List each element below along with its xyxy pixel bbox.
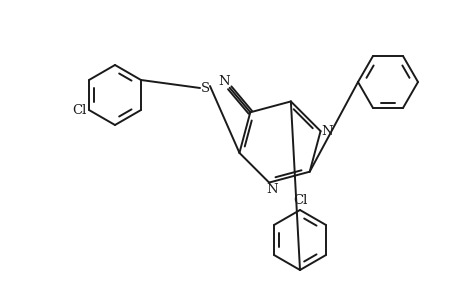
Text: N: N [218, 75, 230, 88]
Text: S: S [200, 82, 209, 94]
Text: Cl: Cl [72, 103, 86, 116]
Text: Cl: Cl [292, 194, 307, 206]
Text: N: N [321, 124, 333, 138]
Text: N: N [266, 183, 277, 196]
